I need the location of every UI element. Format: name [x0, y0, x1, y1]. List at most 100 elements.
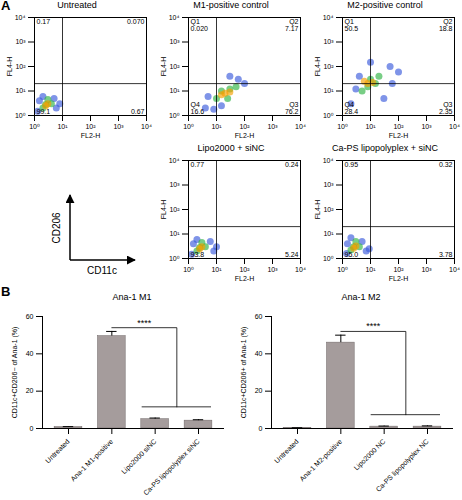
svg-text:10²: 10² — [323, 206, 334, 213]
svg-text:40: 40 — [26, 350, 34, 357]
svg-text:10³: 10³ — [169, 181, 180, 188]
svg-text:3.78: 3.78 — [439, 251, 453, 258]
svg-text:10⁴: 10⁴ — [15, 14, 26, 21]
svg-text:0.24: 0.24 — [285, 161, 299, 168]
svg-text:10⁴: 10⁴ — [295, 123, 306, 130]
svg-text:5.24: 5.24 — [285, 251, 299, 258]
svg-text:FL4-H: FL4-H — [314, 200, 321, 219]
svg-text:Q218.8: Q218.8 — [439, 18, 453, 32]
svg-text:0.77: 0.77 — [191, 161, 205, 168]
svg-text:0.95: 0.95 — [345, 161, 359, 168]
svg-text:10⁴: 10⁴ — [141, 123, 152, 130]
svg-text:10²: 10² — [393, 266, 404, 273]
svg-text:0.17: 0.17 — [37, 18, 51, 25]
svg-text:10³: 10³ — [323, 38, 334, 45]
svg-text:10³: 10³ — [15, 38, 26, 45]
svg-text:FL4-H: FL4-H — [314, 57, 321, 76]
svg-text:10⁴: 10⁴ — [295, 266, 306, 273]
svg-text:Q150.5: Q150.5 — [345, 18, 359, 32]
svg-text:10⁰: 10⁰ — [183, 266, 194, 273]
svg-text:10¹: 10¹ — [365, 266, 376, 273]
svg-text:****: **** — [137, 318, 152, 328]
svg-text:20: 20 — [255, 387, 263, 394]
svg-text:60: 60 — [255, 313, 263, 320]
svg-text:10⁰: 10⁰ — [323, 255, 334, 262]
svg-text:FL2-H: FL2-H — [81, 132, 100, 139]
svg-text:FL2-H: FL2-H — [235, 132, 254, 139]
svg-text:0.070: 0.070 — [127, 18, 145, 25]
svg-text:10²: 10² — [169, 206, 180, 213]
svg-text:10²: 10² — [169, 63, 180, 70]
svg-text:10²: 10² — [239, 266, 250, 273]
svg-text:10³: 10³ — [267, 266, 278, 273]
svg-text:CD11c+CD206+ of Ana-1 (%): CD11c+CD206+ of Ana-1 (%) — [240, 327, 248, 419]
svg-text:95.0: 95.0 — [345, 251, 359, 258]
svg-text:Untreated: Untreated — [273, 438, 300, 465]
svg-text:10⁰: 10⁰ — [337, 123, 348, 130]
svg-text:99.1: 99.1 — [37, 108, 51, 115]
svg-text:20: 20 — [26, 387, 34, 394]
svg-text:10¹: 10¹ — [15, 87, 26, 94]
svg-text:FL2-H: FL2-H — [235, 275, 254, 282]
svg-text:CD206: CD206 — [51, 212, 62, 244]
svg-text:10⁰: 10⁰ — [169, 112, 180, 119]
svg-text:FL2-H: FL2-H — [389, 132, 408, 139]
svg-text:FL4-H: FL4-H — [160, 200, 167, 219]
svg-text:10⁰: 10⁰ — [15, 112, 26, 119]
svg-text:0: 0 — [259, 425, 263, 432]
svg-text:10²: 10² — [15, 63, 26, 70]
svg-text:10³: 10³ — [421, 123, 432, 130]
svg-text:Ca-PS lipopolyplex NC: Ca-PS lipopolyplex NC — [374, 438, 430, 494]
svg-text:10⁰: 10⁰ — [323, 112, 334, 119]
svg-text:10⁰: 10⁰ — [183, 123, 194, 130]
svg-text:10⁴: 10⁴ — [449, 266, 460, 273]
svg-text:10⁴: 10⁴ — [323, 157, 334, 164]
svg-text:60: 60 — [26, 313, 34, 320]
svg-text:10⁴: 10⁴ — [449, 123, 460, 130]
svg-text:10⁰: 10⁰ — [337, 266, 348, 273]
svg-text:10⁴: 10⁴ — [169, 14, 180, 21]
svg-text:10¹: 10¹ — [323, 230, 334, 237]
svg-text:Q416.6: Q416.6 — [191, 101, 205, 115]
svg-text:Q10.020: Q10.020 — [191, 18, 209, 32]
svg-text:0.32: 0.32 — [439, 161, 453, 168]
svg-text:10¹: 10¹ — [169, 230, 180, 237]
svg-text:Ana-1 M2-positive: Ana-1 M2-positive — [298, 438, 344, 484]
svg-text:Lipo2000 NC: Lipo2000 NC — [353, 438, 388, 473]
svg-text:10¹: 10¹ — [365, 123, 376, 130]
svg-text:0.67: 0.67 — [131, 108, 145, 115]
svg-text:10⁰: 10⁰ — [169, 255, 180, 262]
svg-text:10²: 10² — [393, 123, 404, 130]
svg-text:Lipo2000 siNC: Lipo2000 siNC — [120, 438, 158, 476]
svg-text:10¹: 10¹ — [211, 123, 222, 130]
svg-text:10³: 10³ — [421, 266, 432, 273]
svg-text:FL4-H: FL4-H — [160, 57, 167, 76]
svg-text:10³: 10³ — [113, 123, 124, 130]
svg-text:Ana-1 M1-positive: Ana-1 M1-positive — [69, 438, 115, 484]
svg-text:40: 40 — [255, 350, 263, 357]
svg-text:10¹: 10¹ — [57, 123, 68, 130]
svg-text:CD11c: CD11c — [87, 265, 117, 276]
svg-text:0: 0 — [30, 425, 34, 432]
svg-text:10⁴: 10⁴ — [323, 14, 334, 21]
svg-text:Ca-PS lipopolyplex siNC: Ca-PS lipopolyplex siNC — [142, 438, 202, 498]
svg-text:93.8: 93.8 — [191, 251, 205, 258]
svg-text:FL2-H: FL2-H — [389, 275, 408, 282]
svg-text:FL4-H: FL4-H — [6, 57, 13, 76]
svg-text:10¹: 10¹ — [323, 87, 334, 94]
svg-text:Q376.2: Q376.2 — [285, 101, 299, 115]
svg-text:10²: 10² — [239, 123, 250, 130]
svg-text:10²: 10² — [85, 123, 96, 130]
svg-text:10³: 10³ — [323, 181, 334, 188]
svg-text:****: **** — [366, 321, 381, 331]
svg-text:Q32.35: Q32.35 — [439, 101, 453, 115]
svg-text:Q27.17: Q27.17 — [285, 18, 299, 32]
svg-text:10¹: 10¹ — [169, 87, 180, 94]
svg-text:10¹: 10¹ — [211, 266, 222, 273]
svg-text:Untreated: Untreated — [44, 438, 71, 465]
svg-text:10²: 10² — [323, 63, 334, 70]
svg-text:10³: 10³ — [169, 38, 180, 45]
svg-text:10⁰: 10⁰ — [29, 123, 40, 130]
svg-text:CD11c+CD206− of Ana-1 (%): CD11c+CD206− of Ana-1 (%) — [11, 327, 19, 419]
svg-text:10³: 10³ — [267, 123, 278, 130]
